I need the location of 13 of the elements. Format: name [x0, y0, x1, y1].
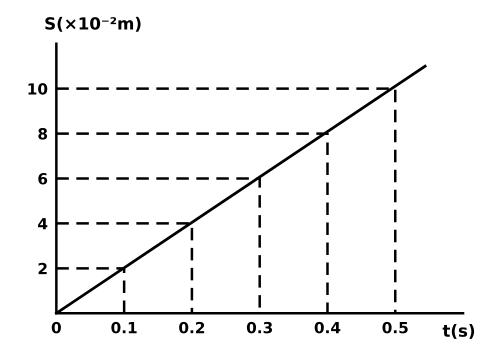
x-tick-label: 0: [52, 322, 61, 334]
x-tick-label: 0.4: [314, 322, 340, 334]
x-tick-label: 0.3: [246, 322, 272, 334]
y-tick-label: 8: [38, 128, 48, 140]
x-axis-title: t(s): [442, 324, 474, 339]
y-axis-title: S(×10⁻²m): [45, 16, 141, 32]
y-tick-label: 10: [28, 83, 48, 95]
x-tick-label: 0.5: [382, 322, 408, 334]
y-tick-label: 6: [38, 172, 48, 185]
y-tick-label: 2: [38, 262, 47, 274]
x-tick-label: 0.1: [111, 322, 137, 334]
x-tick-label: 0.2: [179, 322, 204, 334]
y-tick-label: 4: [38, 218, 48, 230]
